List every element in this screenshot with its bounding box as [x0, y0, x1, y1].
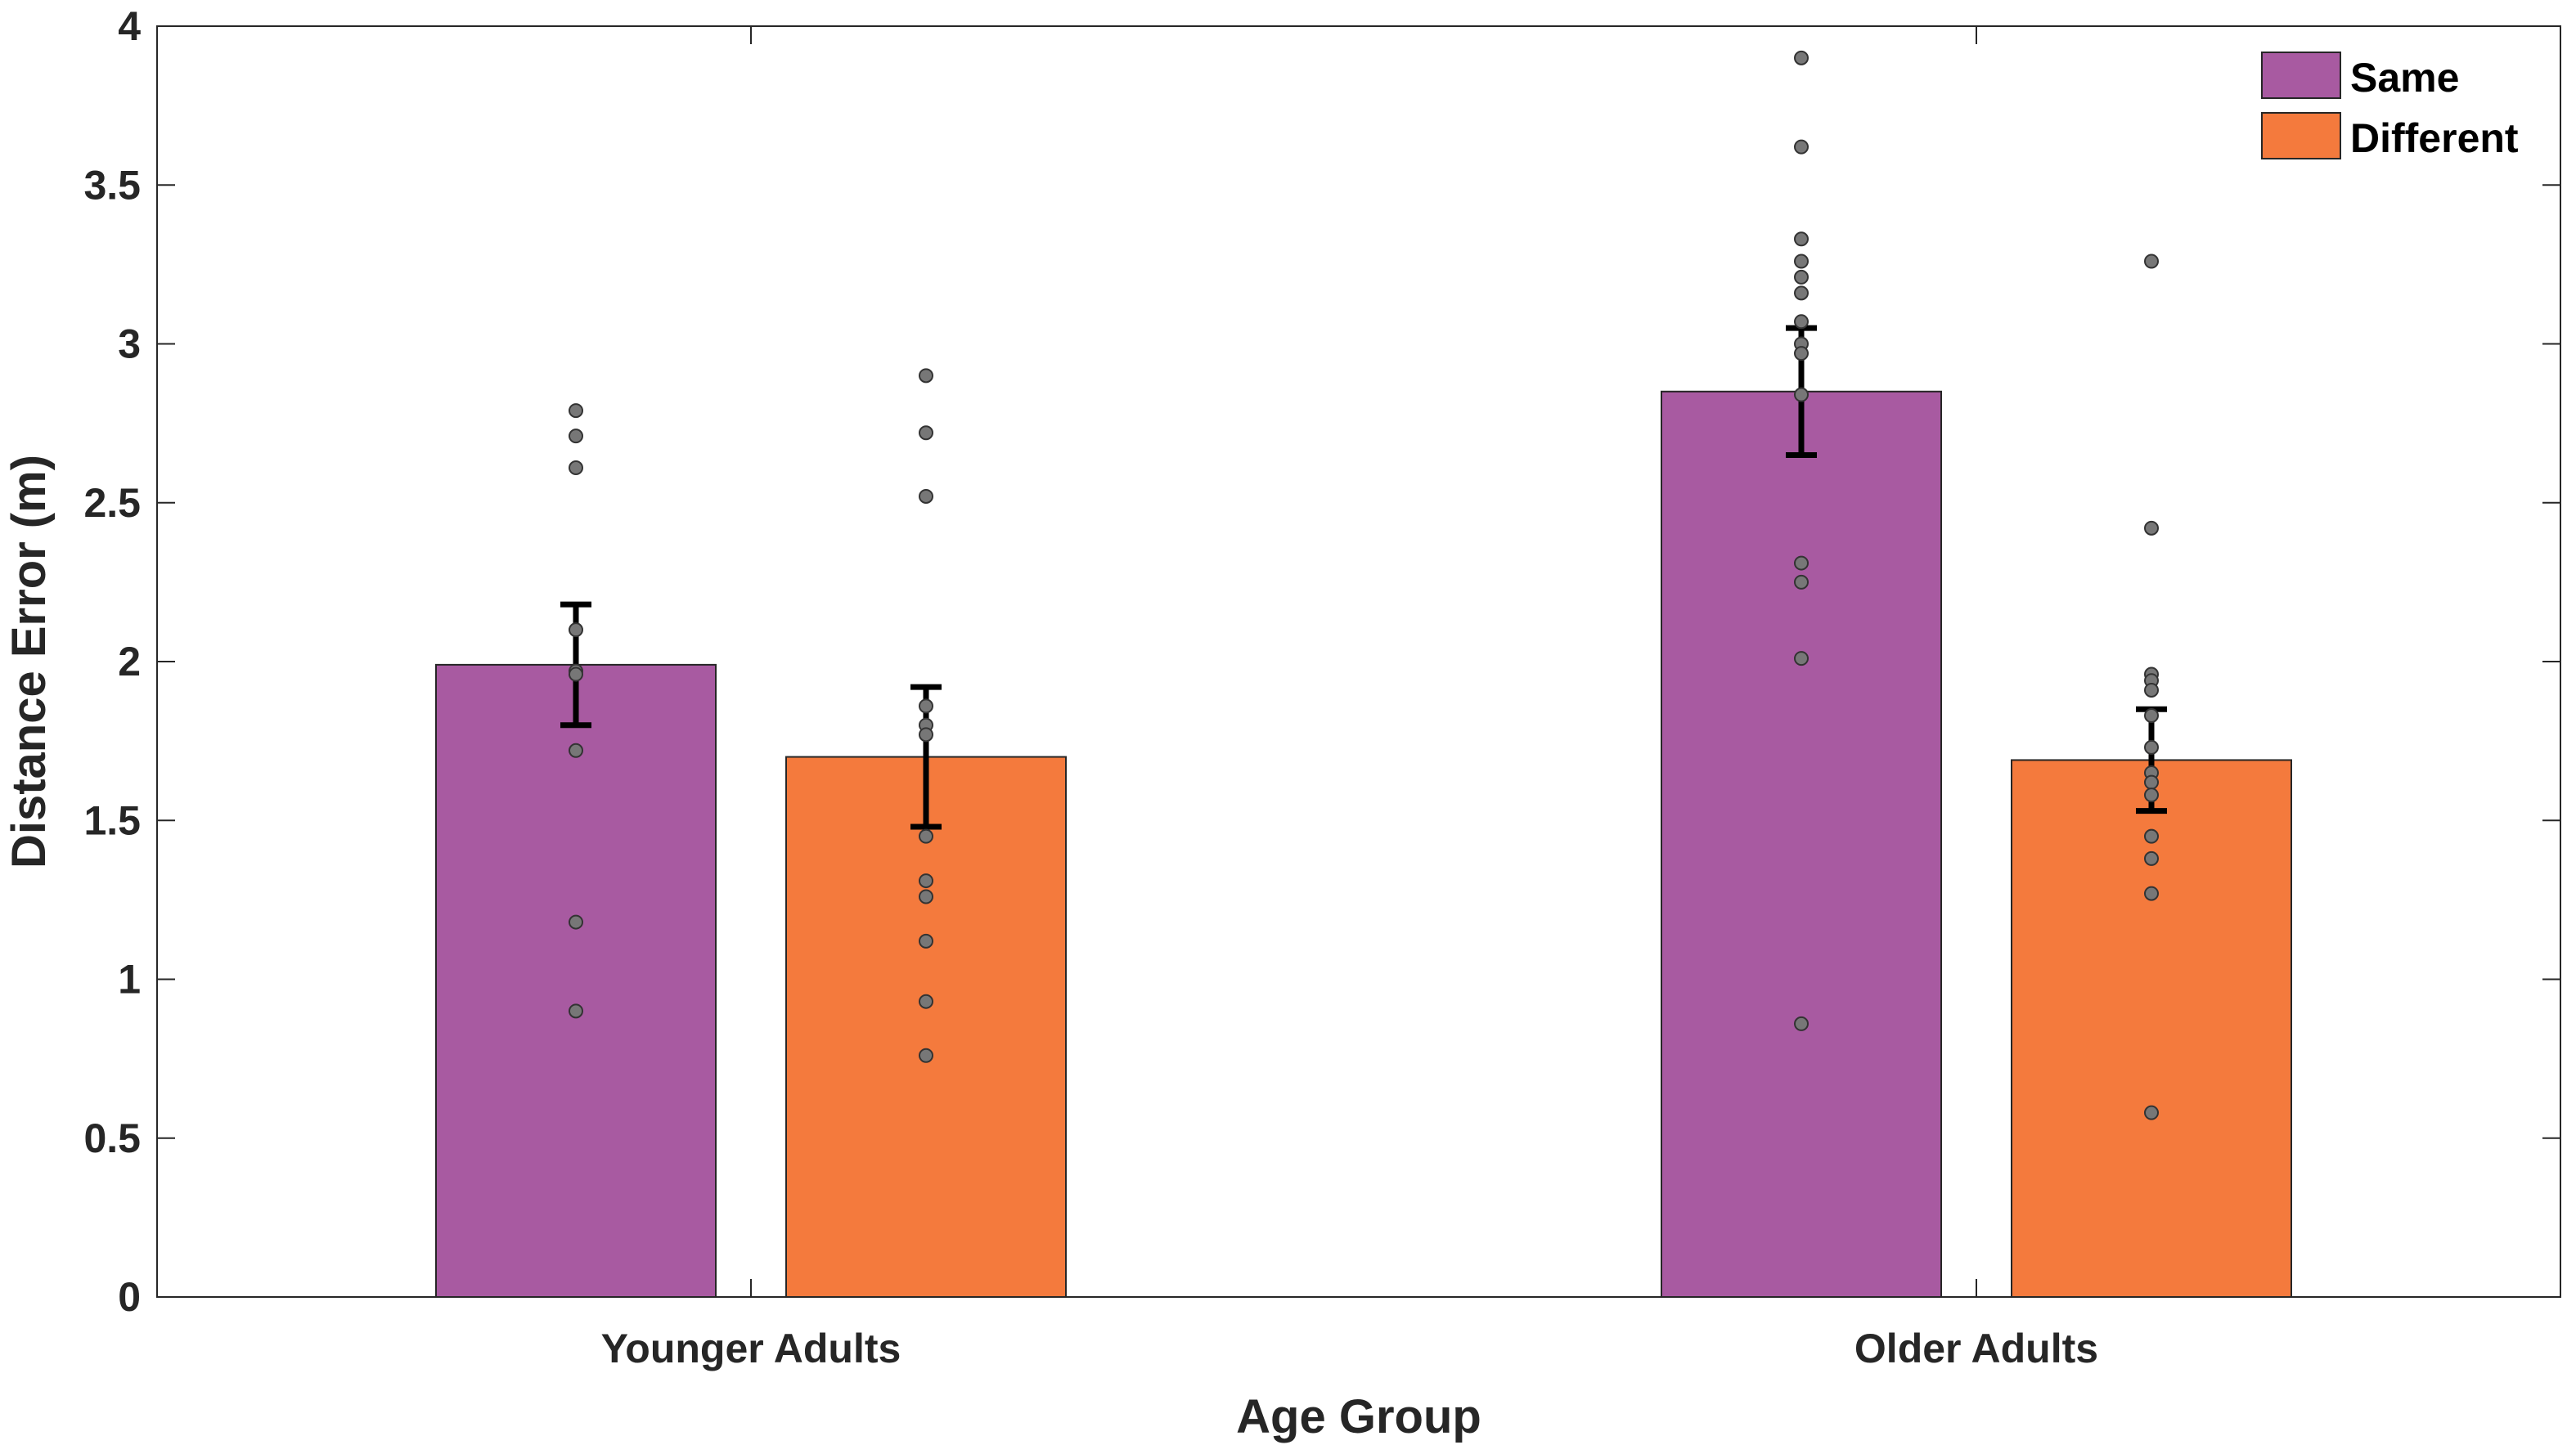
data-point-same-older-adults-3 — [1794, 231, 1809, 247]
data-point-same-older-adults-12 — [1794, 574, 1809, 590]
data-point-different-older-adults-11 — [2144, 828, 2159, 844]
data-point-same-older-adults-7 — [1794, 314, 1809, 330]
data-point-different-older-adults-12 — [2144, 850, 2159, 866]
data-point-different-older-adults-5 — [2144, 682, 2159, 698]
data-point-same-older-adults-4 — [1794, 254, 1809, 269]
data-point-same-older-adults-5 — [1794, 269, 1809, 285]
y-tick-label: 2.5 — [83, 480, 141, 526]
data-point-same-younger-adults-4 — [569, 622, 583, 638]
data-point-different-younger-adults-6 — [919, 727, 933, 743]
data-point-same-younger-adults-2 — [569, 429, 583, 444]
data-point-same-older-adults-2 — [1794, 139, 1809, 155]
data-point-different-younger-adults-3 — [919, 488, 933, 504]
data-point-different-older-adults-10 — [2144, 788, 2159, 803]
data-point-different-younger-adults-7 — [919, 828, 933, 844]
legend-swatch-different — [2261, 112, 2341, 159]
data-point-same-younger-adults-3 — [569, 460, 583, 476]
legend-swatch-same — [2261, 52, 2341, 99]
data-point-different-older-adults-13 — [2144, 886, 2159, 901]
data-point-different-younger-adults-2 — [919, 425, 933, 441]
y-axis-title: Distance Error (m) — [2, 455, 56, 868]
x-axis-title: Age Group — [1236, 1390, 1481, 1443]
data-point-different-older-adults-9 — [2144, 774, 2159, 790]
data-point-same-older-adults-6 — [1794, 285, 1809, 301]
data-point-same-younger-adults-1 — [569, 403, 583, 419]
y-tick-label: 1 — [118, 957, 141, 1003]
data-point-different-younger-adults-8 — [919, 873, 933, 889]
data-point-same-younger-adults-6 — [569, 666, 583, 682]
x-tick-label-younger-adults: Younger Adults — [601, 1326, 901, 1371]
legend-label-same: Same — [2350, 55, 2459, 101]
data-point-different-older-adults-2 — [2144, 520, 2159, 536]
data-point-different-older-adults-1 — [2144, 254, 2159, 269]
x-tick-label-older-adults: Older Adults — [1854, 1326, 2098, 1371]
bar-different-younger-adults — [785, 756, 1067, 1298]
y-tick-label: 3.5 — [83, 162, 141, 208]
data-point-different-younger-adults-1 — [919, 368, 933, 384]
legend: Same Different — [2261, 52, 2519, 161]
data-point-same-older-adults-13 — [1794, 651, 1809, 666]
legend-label-different: Different — [2350, 115, 2519, 161]
data-point-different-older-adults-14 — [2144, 1105, 2159, 1120]
bar-same-older-adults — [1661, 390, 1942, 1298]
y-tick-label: 0.5 — [83, 1115, 141, 1161]
data-point-different-younger-adults-9 — [919, 889, 933, 904]
y-tick-label: 3 — [118, 321, 141, 367]
data-point-different-younger-adults-11 — [919, 994, 933, 1009]
data-point-different-older-adults-7 — [2144, 739, 2159, 755]
data-point-same-younger-adults-7 — [569, 743, 583, 758]
bar-same-younger-adults — [435, 663, 717, 1298]
data-point-same-older-adults-1 — [1794, 50, 1809, 65]
y-tick-label: 4 — [118, 3, 141, 49]
data-point-same-older-adults-9 — [1794, 346, 1809, 361]
data-point-different-younger-adults-12 — [919, 1048, 933, 1063]
y-tick-label: 0 — [118, 1274, 141, 1320]
y-tick-label: 1.5 — [83, 797, 141, 843]
data-point-different-older-adults-6 — [2144, 708, 2159, 724]
data-point-same-younger-adults-9 — [569, 1003, 583, 1019]
data-point-different-younger-adults-10 — [919, 933, 933, 949]
data-point-same-younger-adults-8 — [569, 914, 583, 930]
data-point-same-older-adults-10 — [1794, 387, 1809, 402]
data-point-same-older-adults-11 — [1794, 555, 1809, 571]
data-point-same-older-adults-14 — [1794, 1016, 1809, 1031]
y-tick-label: 2 — [118, 639, 141, 684]
data-point-different-younger-adults-4 — [919, 698, 933, 714]
